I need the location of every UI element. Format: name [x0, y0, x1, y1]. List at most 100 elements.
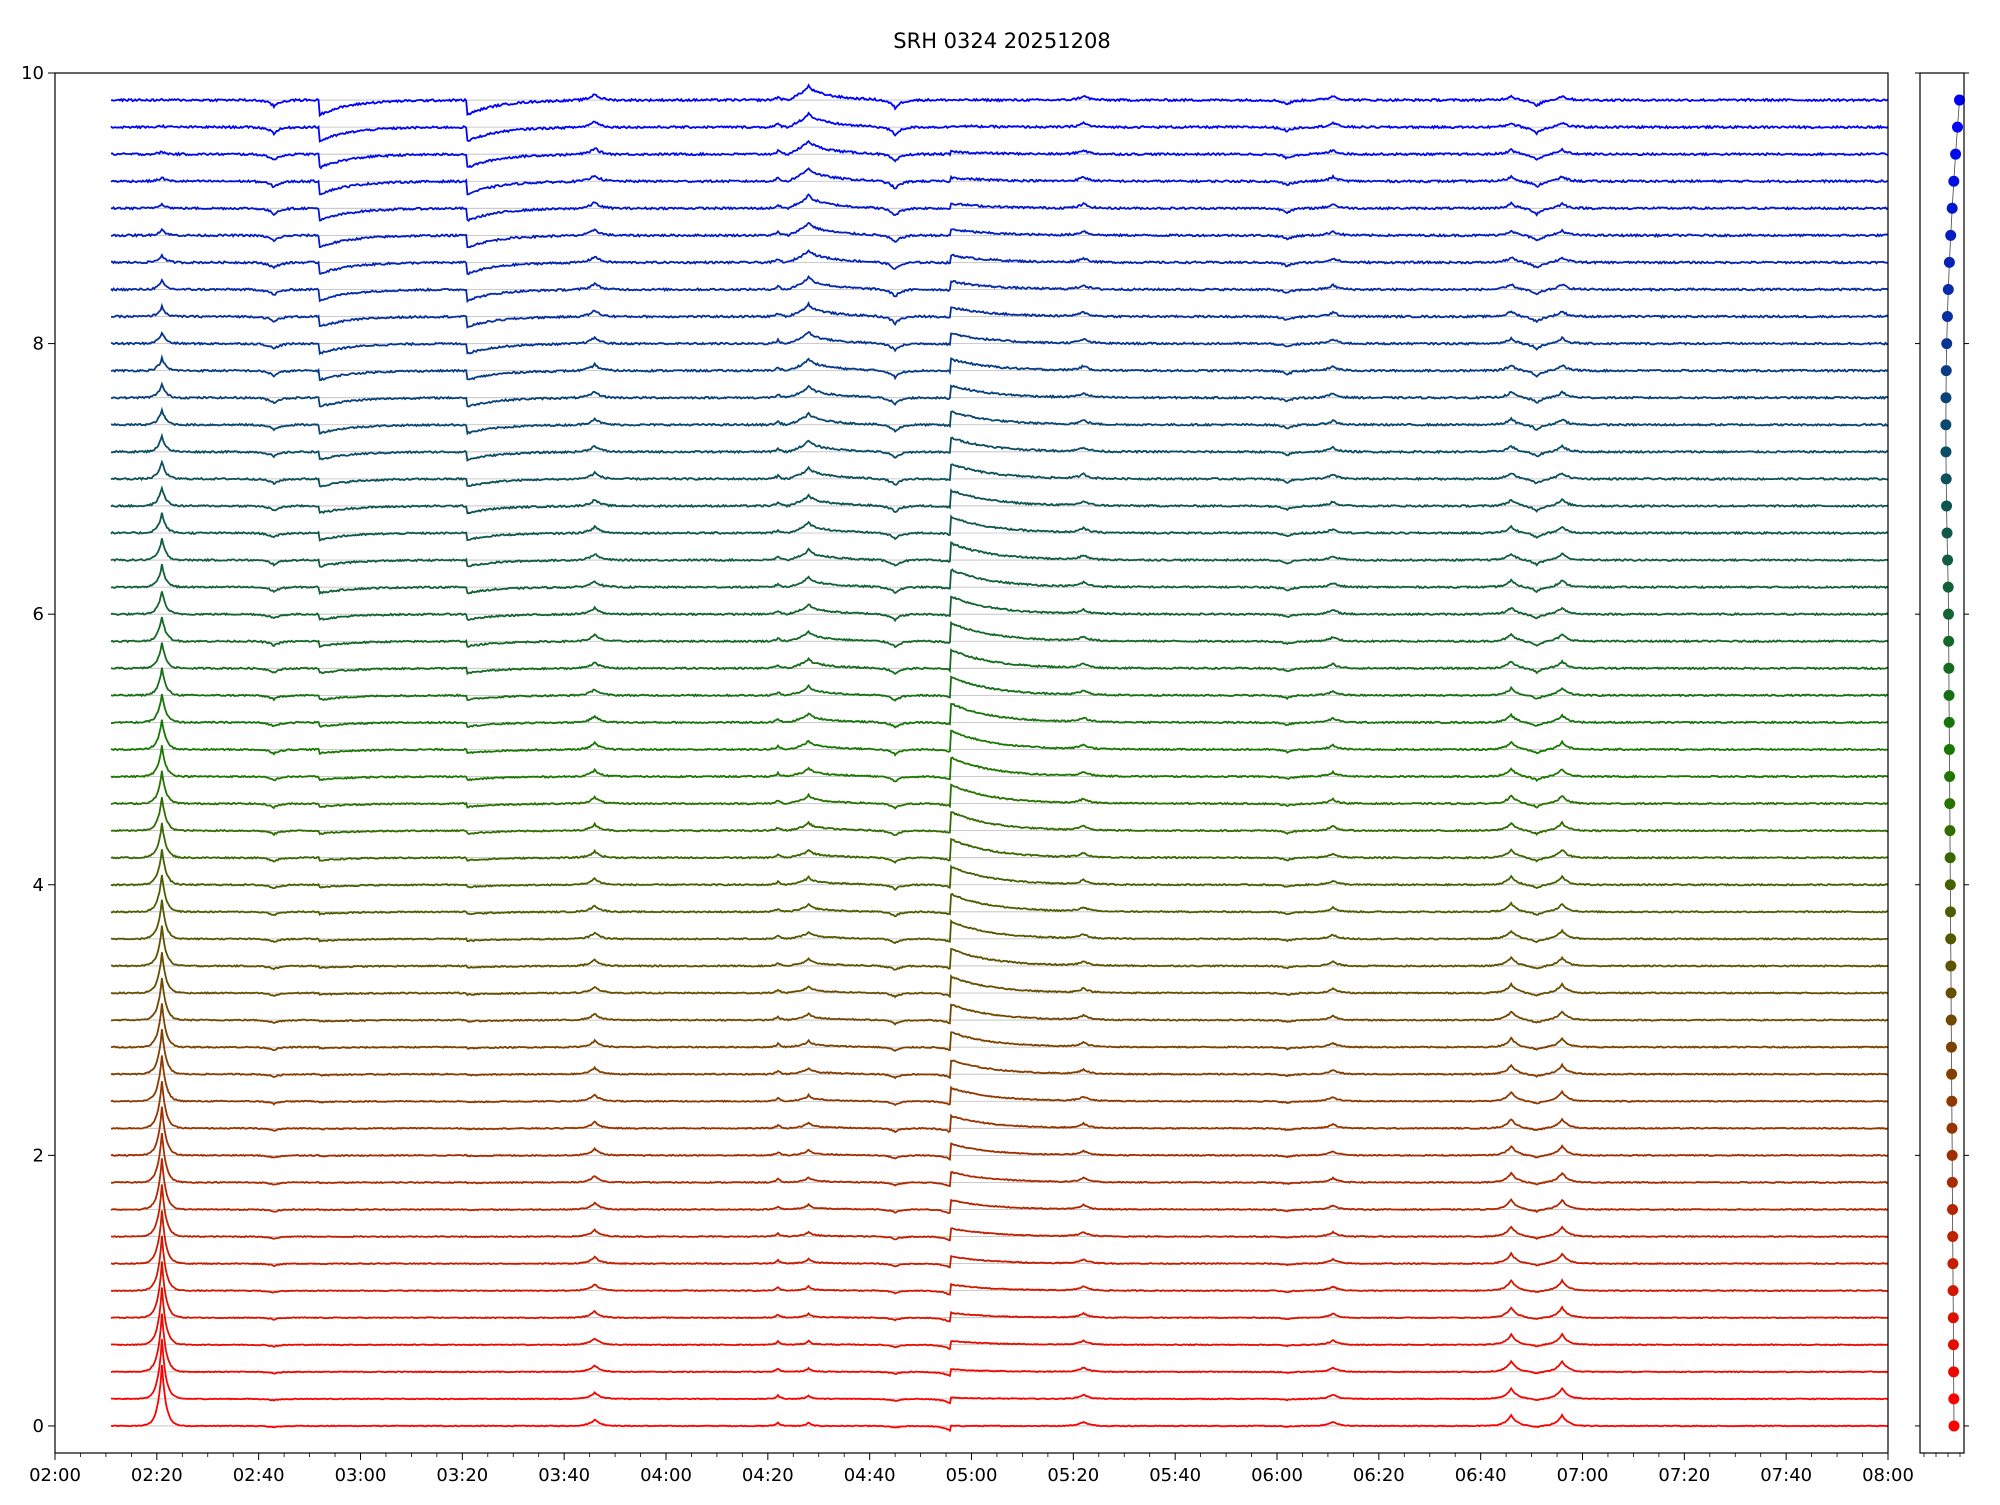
- side-marker-3: [1947, 1339, 1959, 1351]
- side-plot-frame: [1919, 72, 1965, 1454]
- series-line-17: [111, 925, 1889, 971]
- y-tick-label: 4: [33, 875, 44, 896]
- y-tick-label: 10: [21, 63, 44, 84]
- series-line-6: [110, 1210, 1889, 1269]
- series-line-30: [110, 591, 1889, 623]
- series-line-38: [110, 381, 1889, 408]
- series-line-32: [110, 538, 1889, 568]
- x-tick-label: 07:20: [1658, 1465, 1710, 1486]
- side-marker-17: [1945, 960, 1957, 972]
- y-tick-label: 2: [33, 1145, 44, 1166]
- x-tick-label: 06:00: [1251, 1465, 1303, 1486]
- series-line-41: [110, 301, 1889, 329]
- side-marker-1: [1948, 1393, 1960, 1405]
- side-marker-49: [1953, 94, 1965, 106]
- side-marker-9: [1946, 1176, 1958, 1188]
- series-line-10: [110, 1106, 1889, 1161]
- series-line-21: [110, 822, 1889, 864]
- series-line-0: [110, 1365, 1889, 1433]
- side-marker-41: [1941, 311, 1953, 323]
- x-tick-label: 06:40: [1455, 1465, 1507, 1486]
- side-marker-10: [1946, 1149, 1958, 1161]
- side-marker-11: [1946, 1122, 1958, 1134]
- side-marker-44: [1945, 229, 1957, 241]
- x-tick-label: 07:00: [1557, 1465, 1609, 1486]
- series-line-36: [110, 432, 1889, 462]
- series-line-42: [110, 274, 1889, 303]
- x-tick-label: 02:20: [131, 1465, 183, 1486]
- series-line-3: [110, 1287, 1889, 1351]
- side-marker-33: [1941, 527, 1953, 539]
- side-marker-6: [1947, 1258, 1959, 1270]
- series-line-47: [110, 139, 1889, 170]
- series-line-7: [110, 1184, 1889, 1242]
- series-line-26: [111, 694, 1889, 729]
- axes-layer: 02:00 02:20 02:40 03:00 03:20 03:40 04:00 04:20…: [21, 63, 1969, 1486]
- series-line-31: [110, 563, 1889, 596]
- x-tick-label: 04:20: [742, 1465, 794, 1486]
- x-tick-label: 02:00: [29, 1465, 81, 1486]
- side-marker-21: [1944, 852, 1956, 864]
- series-line-24: [110, 745, 1889, 783]
- series-line-25: [110, 719, 1889, 757]
- x-tick-label: 04:00: [640, 1465, 692, 1486]
- series-line-8: [110, 1158, 1889, 1215]
- side-marker-13: [1946, 1068, 1958, 1080]
- side-marker-25: [1943, 743, 1955, 755]
- side-marker-8: [1947, 1203, 1959, 1215]
- side-marker-32: [1942, 554, 1954, 566]
- series-line-18: [110, 899, 1888, 945]
- side-marker-30: [1942, 608, 1954, 620]
- side-marker-28: [1943, 662, 1955, 674]
- series-line-14: [110, 1003, 1889, 1052]
- x-tick-label: 04:40: [844, 1465, 896, 1486]
- series-line-16: [110, 952, 1889, 999]
- series-line-20: [110, 849, 1889, 891]
- series-line-35: [110, 459, 1889, 488]
- side-marker-42: [1942, 283, 1954, 295]
- side-marker-18: [1945, 933, 1957, 945]
- series-line-19: [111, 874, 1889, 918]
- series-line-9: [110, 1133, 1889, 1188]
- series-line-15: [110, 977, 1889, 1026]
- side-marker-16: [1945, 987, 1957, 999]
- series-line-5: [110, 1235, 1888, 1296]
- series-line-11: [110, 1081, 1889, 1134]
- series-line-13: [110, 1029, 1889, 1080]
- side-marker-31: [1942, 581, 1954, 593]
- side-marker-2: [1948, 1366, 1960, 1378]
- y-tick-label: 6: [33, 604, 44, 625]
- series-line-2: [110, 1313, 1889, 1378]
- series-line-22: [110, 797, 1889, 837]
- side-connector-line: [1945, 100, 1960, 1426]
- side-marker-40: [1941, 338, 1953, 350]
- y-tick-label: 8: [33, 334, 44, 355]
- x-tick-label: 05:40: [1149, 1465, 1201, 1486]
- side-marker-39: [1940, 365, 1952, 377]
- y-tick-label: 0: [33, 1416, 44, 1437]
- series-line-34: [110, 485, 1889, 515]
- side-marker-34: [1941, 500, 1953, 512]
- series-layer: [110, 83, 1889, 1433]
- series-line-23: [110, 770, 1889, 810]
- side-marker-26: [1943, 716, 1955, 728]
- side-marker-15: [1945, 1014, 1957, 1026]
- series-line-44: [110, 221, 1889, 249]
- side-marker-47: [1950, 148, 1962, 160]
- series-line-1: [110, 1339, 1888, 1405]
- side-marker-29: [1943, 635, 1955, 647]
- side-marker-5: [1947, 1285, 1959, 1297]
- series-line-37: [110, 406, 1889, 436]
- series-line-46: [110, 167, 1888, 196]
- series-line-45: [110, 193, 1889, 223]
- x-tick-label: 03:40: [538, 1465, 590, 1486]
- side-marker-23: [1944, 798, 1956, 810]
- side-panel: [1940, 94, 1965, 1432]
- series-line-33: [110, 512, 1889, 542]
- x-tick-label: 06:20: [1353, 1465, 1405, 1486]
- series-line-28: [110, 642, 1888, 676]
- side-marker-7: [1947, 1231, 1959, 1243]
- side-marker-38: [1940, 392, 1952, 404]
